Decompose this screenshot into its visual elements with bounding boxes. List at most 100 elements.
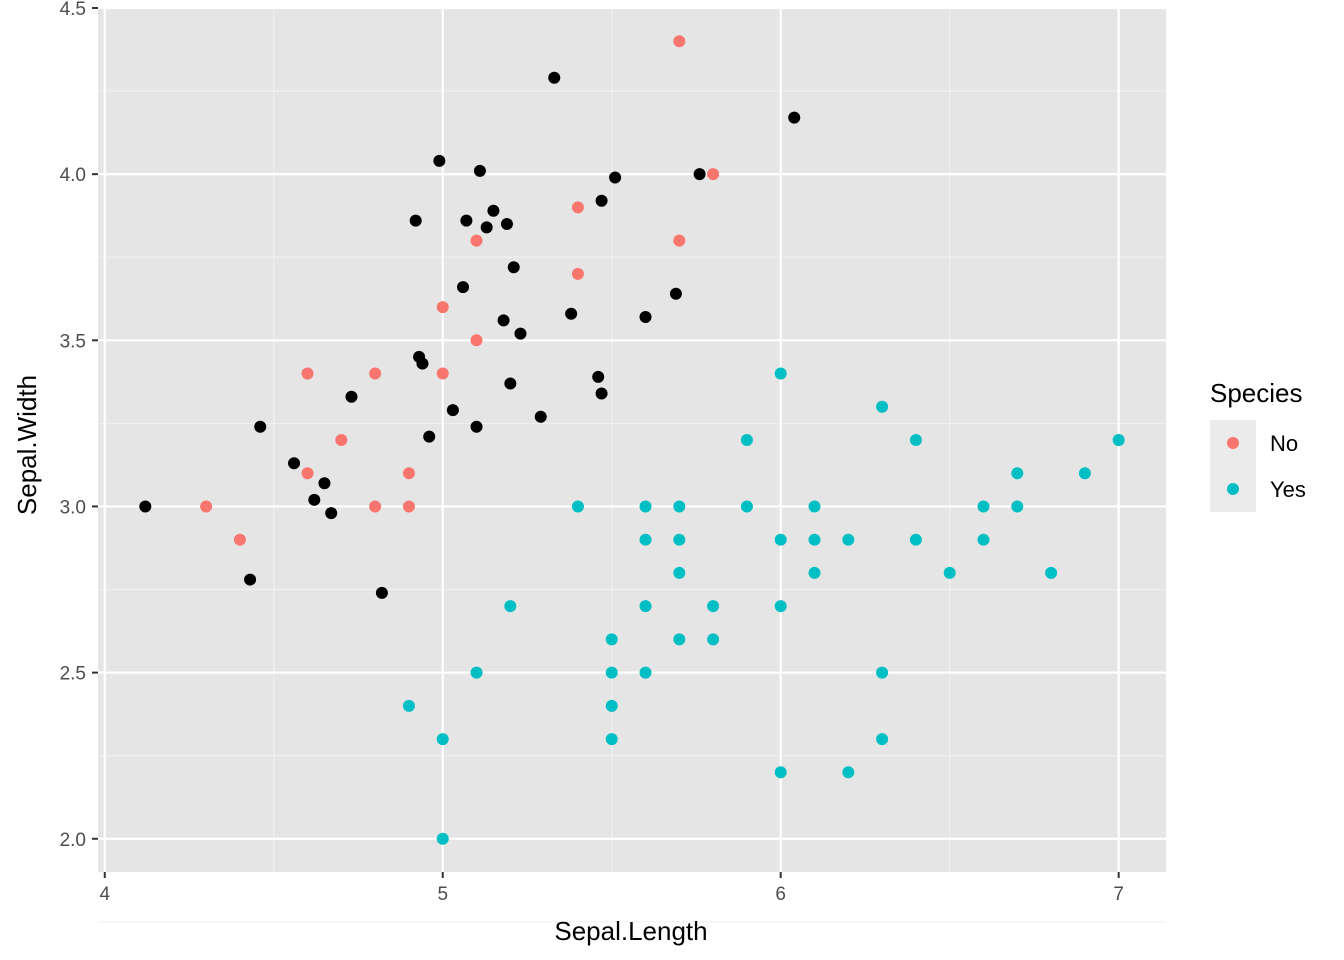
point-no — [301, 367, 314, 380]
point-unlabeled — [254, 420, 267, 433]
point-yes — [673, 533, 686, 546]
y-tick-label: 2.5 — [60, 664, 86, 685]
point-unlabeled — [409, 214, 422, 227]
legend-title: Species — [1210, 378, 1303, 408]
point-yes — [774, 533, 787, 546]
point-unlabeled — [548, 71, 561, 84]
point-unlabeled — [139, 500, 152, 513]
point-yes — [1112, 434, 1125, 446]
point-yes — [808, 533, 821, 546]
point-unlabeled — [693, 168, 706, 181]
point-yes — [673, 566, 686, 579]
point-unlabeled — [470, 420, 483, 433]
point-unlabeled — [507, 261, 520, 274]
point-no — [402, 467, 415, 480]
point-unlabeled — [480, 221, 493, 234]
y-axis: 2.0 2.5 3.0 3.5 4.0 4.5 — [60, 0, 98, 851]
point-unlabeled — [345, 390, 358, 403]
point-unlabeled — [460, 214, 473, 227]
point-yes — [876, 733, 889, 746]
point-unlabeled — [595, 387, 608, 400]
y-tick-label: 3.0 — [60, 497, 86, 518]
x-tick-label: 5 — [437, 884, 448, 905]
point-yes — [571, 500, 584, 513]
point-no — [369, 500, 382, 513]
point-yes — [639, 600, 652, 613]
y-tick-label: 4.0 — [60, 165, 86, 186]
point-unlabeled — [639, 311, 652, 324]
point-unlabeled — [433, 154, 446, 167]
x-tick-label: 7 — [1113, 884, 1124, 905]
point-unlabeled — [500, 218, 513, 230]
point-unlabeled — [487, 204, 500, 217]
point-no — [470, 234, 483, 247]
point-yes — [436, 733, 449, 746]
point-yes — [1045, 566, 1058, 579]
point-unlabeled — [473, 164, 486, 177]
point-yes — [673, 633, 686, 646]
point-unlabeled — [457, 281, 470, 294]
legend: Species No Yes — [1210, 378, 1306, 512]
point-yes — [639, 533, 652, 546]
x-axis-title: Sepal.Length — [554, 916, 707, 946]
point-unlabeled — [423, 430, 436, 443]
point-yes — [436, 832, 449, 845]
point-no — [571, 201, 584, 214]
point-yes — [639, 666, 652, 679]
plot-panel — [98, 8, 1166, 872]
point-yes — [504, 600, 517, 613]
grid-minor — [98, 8, 1166, 923]
point-yes — [808, 500, 821, 513]
point-yes — [673, 500, 686, 513]
legend-key-yes — [1227, 483, 1239, 495]
point-no — [436, 367, 449, 380]
point-no — [673, 234, 686, 247]
legend-label-yes: Yes — [1270, 477, 1306, 502]
legend-key-no — [1227, 437, 1239, 449]
point-yes — [707, 600, 720, 613]
point-unlabeled — [416, 357, 429, 370]
point-yes — [842, 766, 855, 779]
x-tick-label: 6 — [775, 884, 786, 905]
point-no — [402, 500, 415, 513]
point-unlabeled — [244, 573, 257, 586]
x-tick-label: 4 — [99, 884, 110, 905]
point-yes — [774, 766, 787, 779]
point-yes — [842, 533, 855, 546]
point-yes — [402, 699, 415, 712]
legend-label-no: No — [1270, 431, 1298, 456]
point-yes — [1078, 467, 1091, 480]
point-yes — [605, 666, 618, 679]
point-yes — [808, 566, 821, 579]
point-yes — [876, 400, 889, 413]
point-unlabeled — [788, 111, 801, 124]
y-tick-label: 3.5 — [60, 331, 86, 352]
point-yes — [909, 434, 922, 446]
point-no — [335, 434, 348, 446]
point-yes — [639, 500, 652, 513]
point-unlabeled — [325, 507, 338, 520]
point-unlabeled — [514, 327, 527, 340]
point-yes — [470, 666, 483, 679]
point-yes — [876, 666, 889, 679]
point-yes — [605, 699, 618, 712]
point-yes — [740, 500, 753, 513]
point-unlabeled — [592, 370, 605, 383]
point-no — [707, 168, 720, 181]
point-unlabeled — [595, 194, 608, 207]
point-yes — [943, 566, 956, 579]
y-tick-label: 2.0 — [60, 830, 86, 851]
point-unlabeled — [565, 307, 578, 320]
point-yes — [774, 367, 787, 380]
point-yes — [774, 600, 787, 613]
point-no — [436, 301, 449, 314]
point-no — [470, 334, 483, 347]
point-yes — [605, 633, 618, 646]
point-no — [673, 35, 686, 48]
point-unlabeled — [497, 314, 510, 327]
x-axis: 4 5 6 7 — [99, 872, 1124, 905]
point-no — [233, 533, 246, 546]
point-unlabeled — [669, 287, 682, 300]
point-unlabeled — [308, 493, 321, 506]
